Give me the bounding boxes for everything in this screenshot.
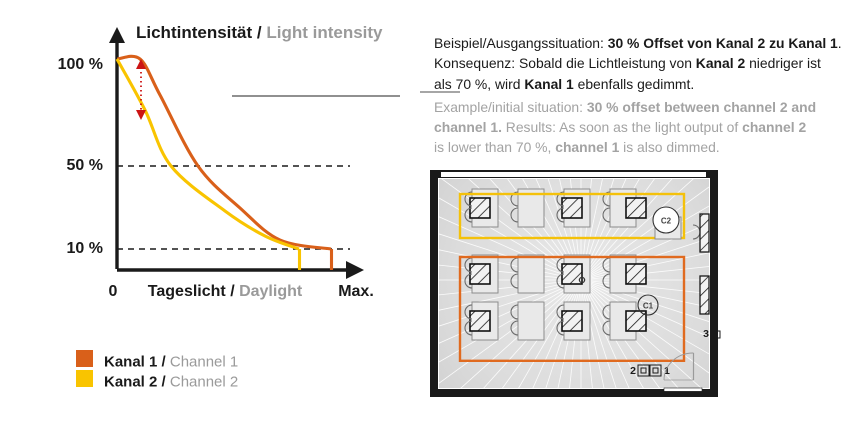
svg-text:channel 1. Results: As soon as: channel 1. Results: As soon as the light… <box>434 119 806 135</box>
svg-text:Kanal 1 / Channel 1: Kanal 1 / Channel 1 <box>104 353 238 370</box>
svg-text:is lower than 70 %, channel 1: is lower than 70 %, channel 1 is also di… <box>434 139 720 155</box>
svg-text:Beispiel/Ausgangssituation: 30: Beispiel/Ausgangssituation: 30 % Offset … <box>434 35 842 51</box>
svg-text:als 70 %, wird Kanal 1 ebenfal: als 70 %, wird Kanal 1 ebenfalls gedimmt… <box>434 76 694 92</box>
svg-text:50 %: 50 % <box>67 157 103 174</box>
svg-text:Konsequenz: Sobald die Lichtle: Konsequenz: Sobald die Lichtleistung von… <box>434 55 821 71</box>
svg-text:C1: C1 <box>643 302 654 311</box>
svg-text:1: 1 <box>664 365 670 377</box>
svg-text:Example/initial situation: 30: Example/initial situation: 30 % offset b… <box>434 99 816 115</box>
svg-text:Tageslicht / Daylight: Tageslicht / Daylight <box>148 283 303 300</box>
svg-text:0: 0 <box>109 283 118 300</box>
svg-text:10 %: 10 % <box>67 240 103 257</box>
svg-text:Kanal 2 / Channel 2: Kanal 2 / Channel 2 <box>104 373 238 390</box>
svg-text:C2: C2 <box>661 217 672 226</box>
svg-text:2: 2 <box>630 365 636 377</box>
svg-text:3: 3 <box>703 328 709 340</box>
svg-text:Max.: Max. <box>338 283 374 300</box>
svg-text:100 %: 100 % <box>58 56 103 73</box>
svg-text:Lichtintensität / Light intens: Lichtintensität / Light intensity <box>136 23 383 42</box>
